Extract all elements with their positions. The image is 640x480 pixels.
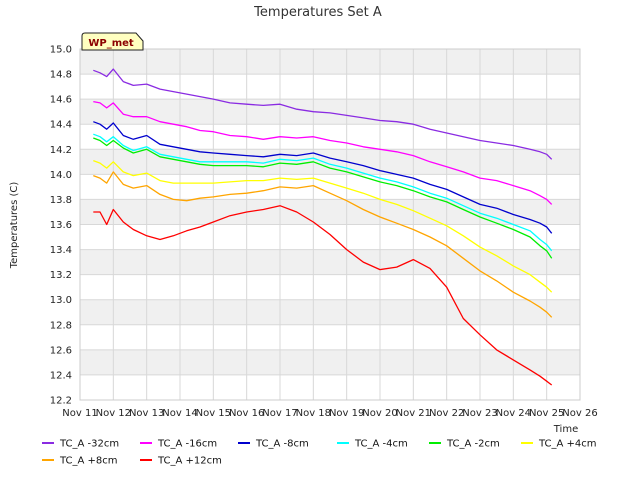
- grid-band: [80, 349, 580, 375]
- legend-item: TC_A +4cm: [521, 439, 597, 450]
- x-tick-label: Nov 14: [162, 408, 197, 419]
- legend-item: TC_A -8cm: [238, 439, 309, 450]
- x-tick-label: Nov 17: [262, 408, 297, 419]
- y-axis-ticks: 12.2 12.4 12.6 12.8 13.0 13.2 13.4 13.6 13.8 14.0…: [50, 45, 72, 407]
- y-tick-label: 13.2: [50, 270, 72, 281]
- y-tick-label: 14.6: [50, 95, 72, 106]
- legend-label: TC_A -32cm: [59, 439, 119, 450]
- x-tick-label: Nov 26: [562, 408, 597, 419]
- plot-background-bands: [80, 49, 580, 375]
- series-line: [93, 68, 553, 160]
- x-tick-label: Nov 16: [229, 408, 264, 419]
- legend-item: TC_A +8cm: [42, 456, 118, 467]
- legend-item: TC_A -2cm: [429, 439, 500, 450]
- grid-lines: [79, 48, 581, 401]
- y-tick-label: 13.0: [50, 295, 72, 306]
- x-tick-label: Nov 13: [129, 408, 164, 419]
- legend-label: TC_A +8cm: [59, 456, 118, 467]
- y-tick-label: 14.8: [50, 70, 72, 81]
- y-tick-label: 12.2: [50, 396, 72, 407]
- y-tick-label: 12.6: [50, 345, 72, 356]
- x-tick-label: Nov 15: [196, 408, 231, 419]
- legend-item: TC_A +12cm: [140, 456, 222, 467]
- legend-label: TC_A -2cm: [446, 439, 500, 450]
- chart-title: Temperatures Set A: [253, 5, 382, 20]
- y-tick-label: 12.8: [50, 320, 72, 331]
- series-line: [93, 137, 553, 259]
- y-tick-label: 12.4: [50, 370, 72, 381]
- y-tick-label: 13.4: [50, 245, 72, 256]
- x-tick-label: Nov 11: [62, 408, 97, 419]
- grid-band: [80, 199, 580, 225]
- series-line: [93, 159, 553, 293]
- grid-band: [80, 49, 580, 75]
- x-tick-label: Nov 20: [362, 408, 397, 419]
- x-tick-label: Nov 21: [396, 408, 431, 419]
- legend-item: TC_A -4cm: [337, 439, 408, 450]
- grid-band: [80, 249, 580, 275]
- x-tick-label: Nov 22: [429, 408, 464, 419]
- x-tick-label: Nov 18: [296, 408, 331, 419]
- station-badge-label: WP_met: [88, 38, 134, 49]
- y-tick-label: 13.6: [50, 220, 72, 231]
- legend-item: TC_A -16cm: [140, 439, 217, 450]
- y-axis-label: Temperatures (C): [9, 182, 20, 270]
- grid-band: [80, 99, 580, 125]
- series-line: [93, 205, 553, 386]
- series-line: [93, 100, 553, 205]
- x-tick-label: Nov 23: [462, 408, 497, 419]
- y-tick-label: 14.4: [50, 120, 72, 131]
- x-tick-label: Nov 25: [529, 408, 564, 419]
- legend-label: TC_A +12cm: [157, 456, 222, 467]
- legend-label: TC_A -8cm: [255, 439, 309, 450]
- legend-label: TC_A -16cm: [157, 439, 217, 450]
- series-line: [93, 121, 553, 234]
- x-tick-label: Nov 24: [496, 408, 531, 419]
- y-tick-label: 15.0: [50, 45, 72, 56]
- x-tick-label: Nov 19: [329, 408, 364, 419]
- plot-area: [79, 48, 581, 401]
- legend: TC_A -32cm TC_A -16cm TC_A -8cm TC_A -4cm TC…: [42, 439, 597, 467]
- series-line: [93, 171, 553, 318]
- legend-label: TC_A +4cm: [538, 439, 597, 450]
- station-badge: WP_met: [81, 32, 144, 51]
- y-tick-label: 14.0: [50, 170, 72, 181]
- x-tick-label: Nov 12: [96, 408, 131, 419]
- legend-item: TC_A -32cm: [42, 439, 119, 450]
- legend-label: TC_A -4cm: [354, 439, 408, 450]
- y-tick-label: 14.2: [50, 145, 72, 156]
- x-axis-label: Time: [553, 424, 578, 435]
- series-line: [93, 133, 553, 252]
- y-tick-label: 13.8: [50, 195, 72, 206]
- series-lines: [93, 68, 553, 386]
- grid-band: [80, 149, 580, 175]
- grid-band: [80, 299, 580, 325]
